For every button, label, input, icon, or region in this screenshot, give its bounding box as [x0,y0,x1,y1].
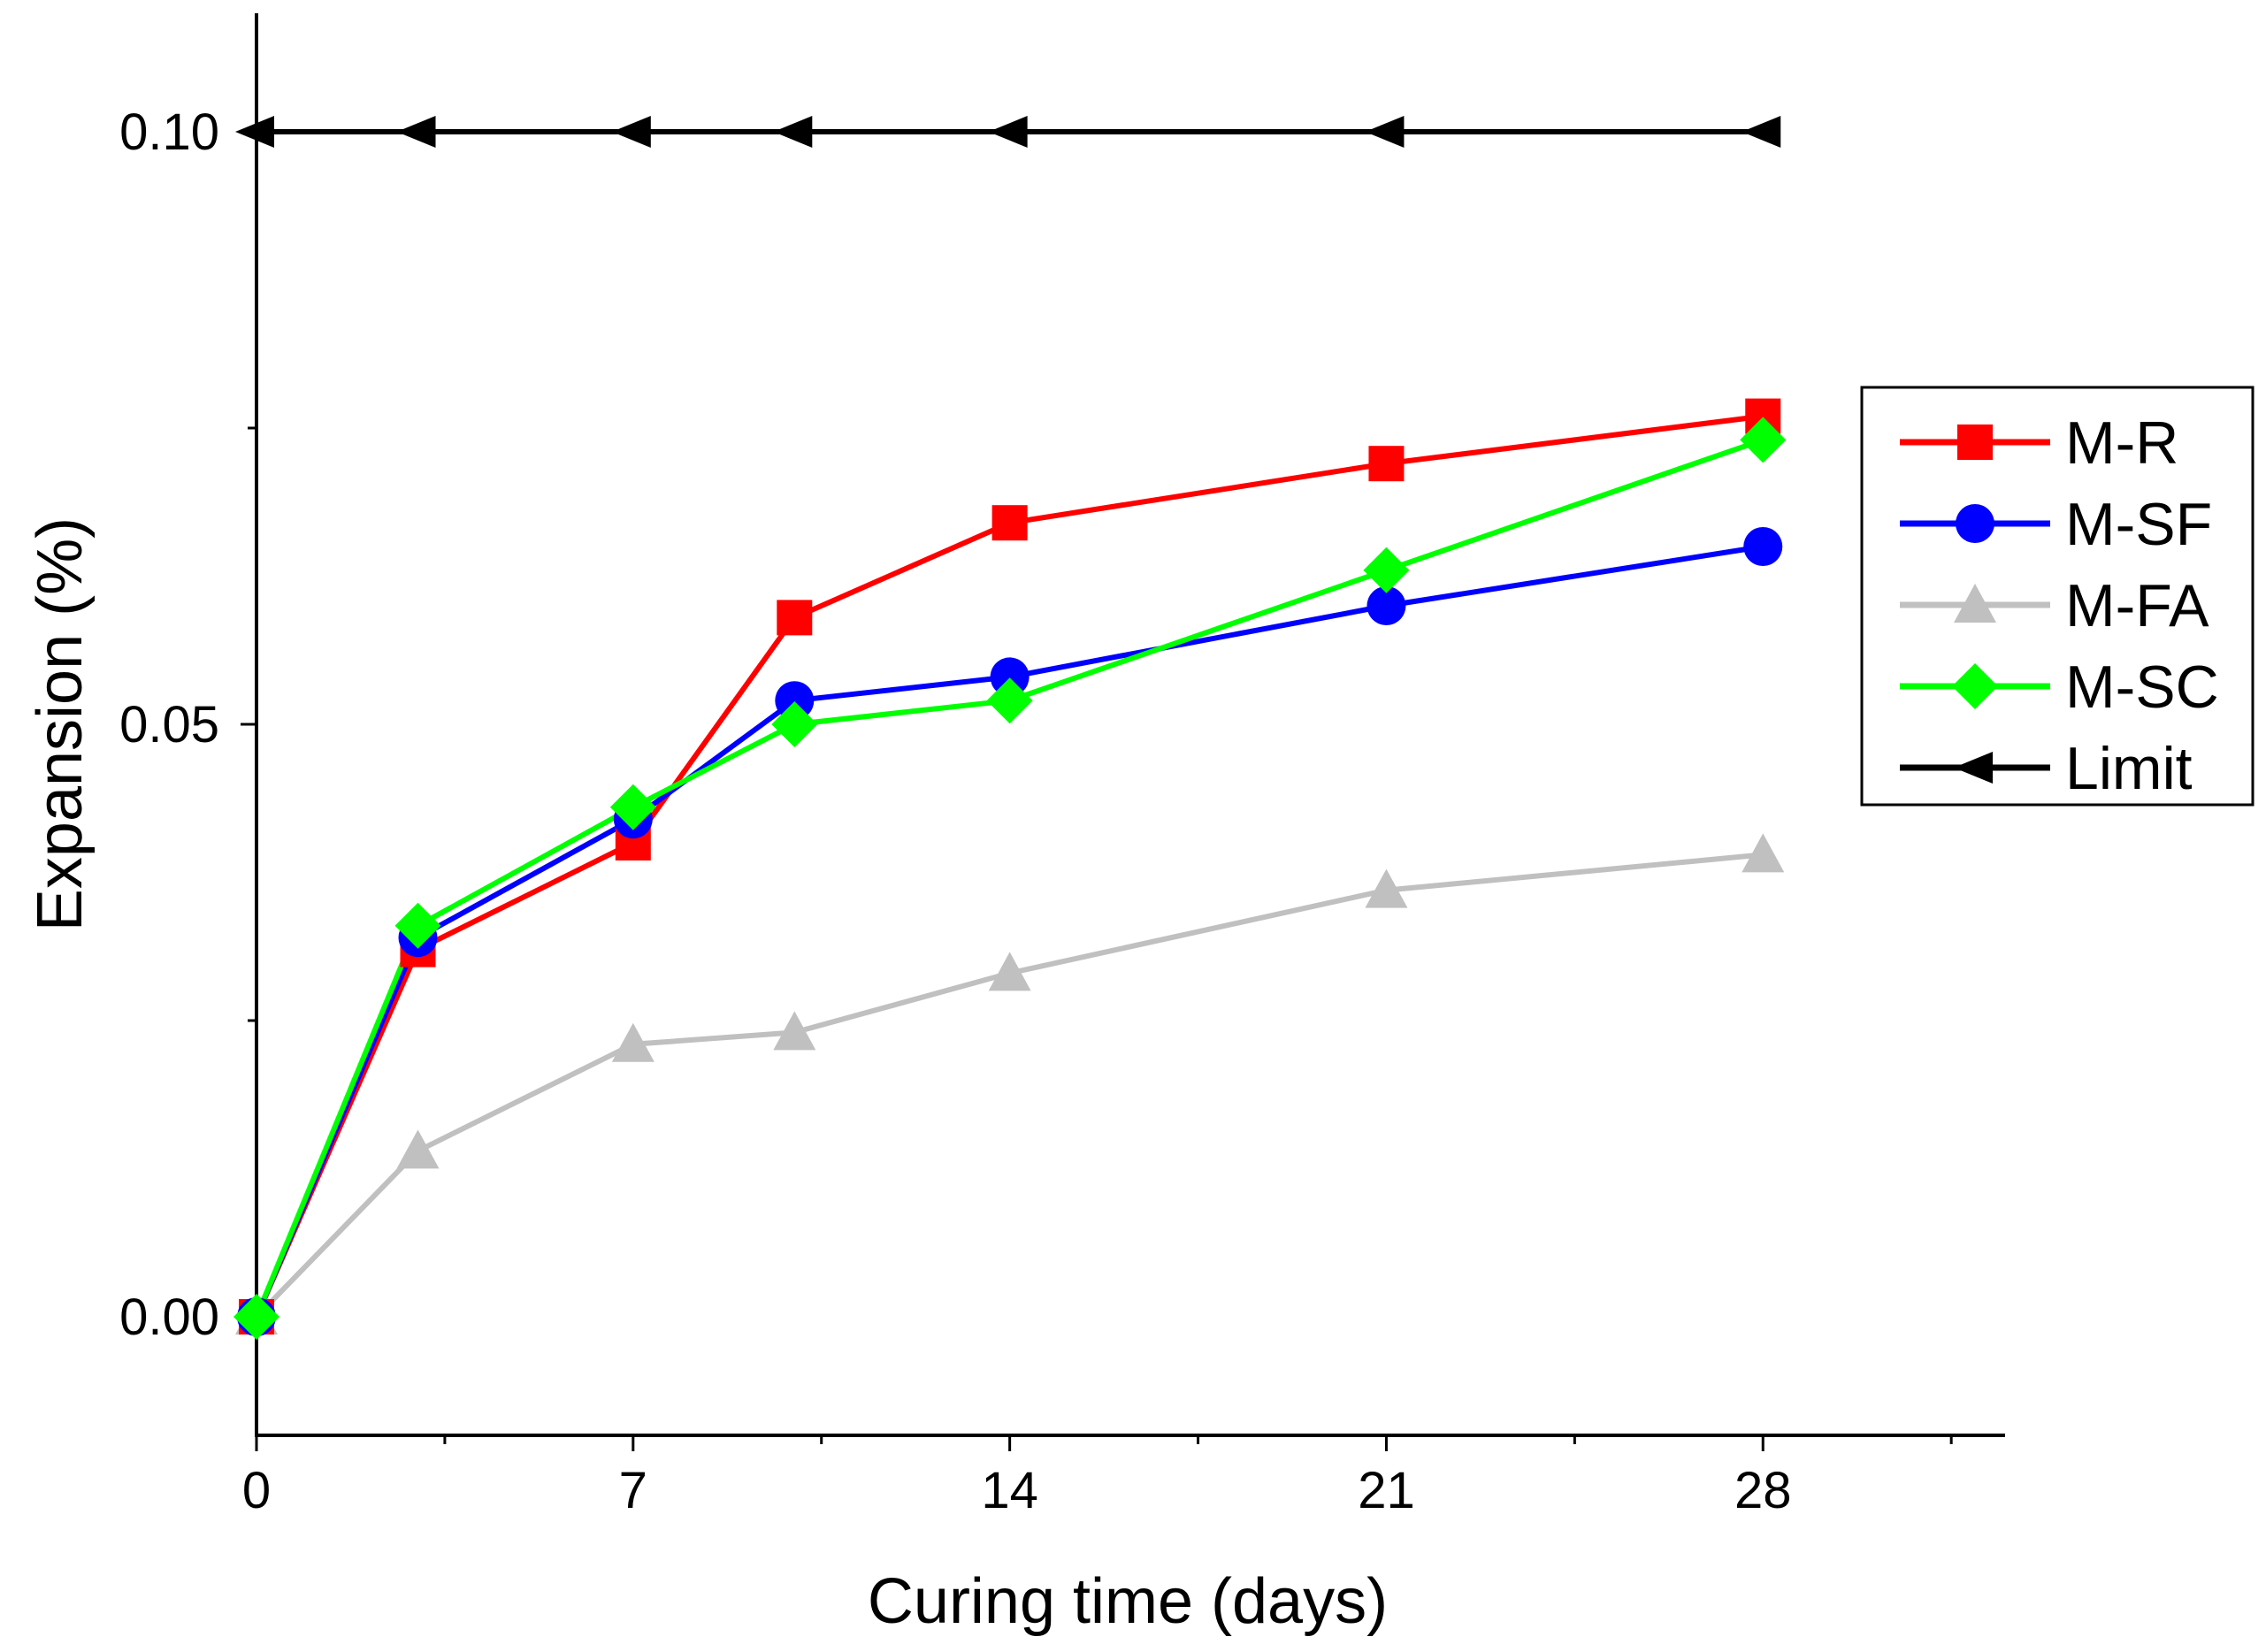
series-lines [254,129,1765,1319]
y-tick-label: 0.05 [119,696,219,753]
data-point-limit [611,116,651,148]
series-line-m-fa [254,852,1764,1319]
data-point-m-r [991,505,1028,541]
x-tick-label: 21 [1358,1462,1415,1519]
legend-label-m-sf: M-SF [2065,491,2212,558]
legend-label-limit: Limit [2065,735,2193,802]
data-point-m-sc [233,1294,279,1340]
legend-marker-m-sf [1956,504,1994,543]
data-point-m-fa [773,1011,816,1051]
legend-marker-m-r [1957,424,1993,460]
data-point-m-sf [1743,527,1783,566]
data-point-m-fa [396,1129,440,1169]
legend-label-m-r: M-R [2065,409,2178,477]
axis-ticks [241,130,1953,1451]
data-point-limit [396,116,436,148]
legend-label-m-sc: M-SC [2065,654,2219,721]
data-point-m-sc [1363,547,1410,593]
data-point-m-sc [771,701,818,747]
x-tick-label: 14 [981,1462,1038,1519]
legend-marker-limit [1954,752,1993,784]
data-point-m-r [1368,446,1405,482]
legend-marker-m-sc [1952,663,1998,709]
y-axis-title: Expansion (%) [25,517,96,931]
legend-marker-m-fa [1954,584,1996,623]
data-point-limit [1742,116,1781,148]
legend-box [1860,386,2255,807]
data-point-limit [988,116,1028,148]
data-point-m-fa [1742,833,1785,873]
data-point-limit [1365,116,1405,148]
data-point-m-sf [990,657,1030,697]
data-point-limit [773,116,813,148]
axis-tick-labels: 0 7 14 21 28 0.00 0.05 0.10 [119,103,1791,1519]
data-point-m-sf [1366,586,1406,625]
legend: M-R M-SF M-FA M-SC Limit [1860,386,2255,807]
data-point-m-fa [1365,868,1408,908]
data-point-m-sc [986,677,1033,724]
series-markers [233,116,1787,1340]
x-axis-title: Curing time (days) [868,1566,1388,1637]
data-point-m-fa [988,952,1031,991]
data-point-m-sc [394,902,441,949]
x-tick-label: 7 [619,1462,647,1519]
series-line-m-r [254,413,1764,1319]
x-tick-label: 0 [242,1462,271,1519]
data-point-m-fa [611,1022,655,1062]
x-tick-label: 28 [1734,1462,1792,1519]
data-point-m-r [777,600,813,636]
data-point-m-sf [775,681,815,721]
data-point-m-sc [1740,417,1787,463]
data-point-m-sc [609,784,656,830]
y-tick-label: 0.00 [119,1289,219,1346]
data-point-limit [235,116,274,148]
y-tick-label: 0.10 [119,103,219,161]
legend-label-m-fa: M-FA [2065,572,2209,639]
